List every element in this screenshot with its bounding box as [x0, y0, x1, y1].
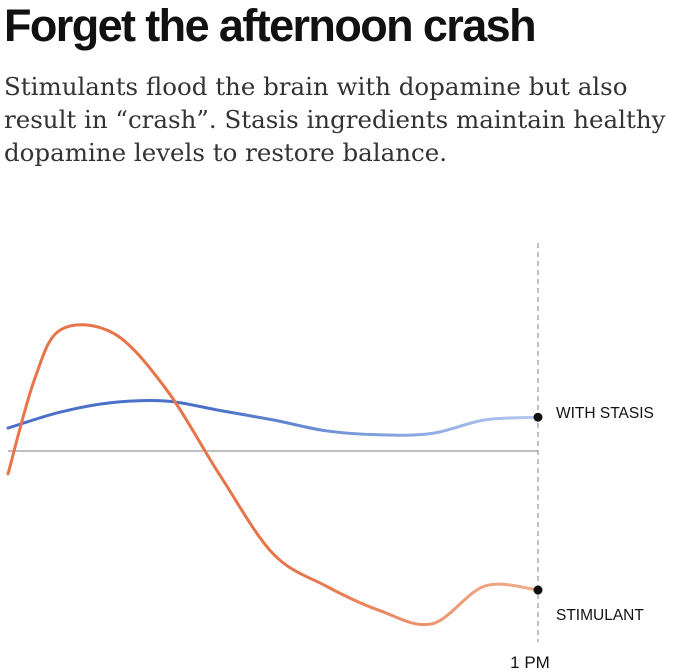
- series-label-stimulant: STIMULANT: [556, 607, 644, 624]
- series-label-stasis: WITH STASIS: [556, 405, 654, 422]
- endpoint-marker-stimulant: [533, 585, 543, 595]
- series-line-stimulant: [6, 323, 540, 627]
- x-tick-label-1pm: 1 PM: [510, 653, 550, 672]
- page-title: Forget the afternoon crash: [4, 0, 537, 51]
- page-subtitle: Stimulants flood the brain with dopamine…: [4, 72, 666, 167]
- endpoint-marker-stasis: [533, 412, 543, 422]
- series-line-stasis: [6, 398, 540, 437]
